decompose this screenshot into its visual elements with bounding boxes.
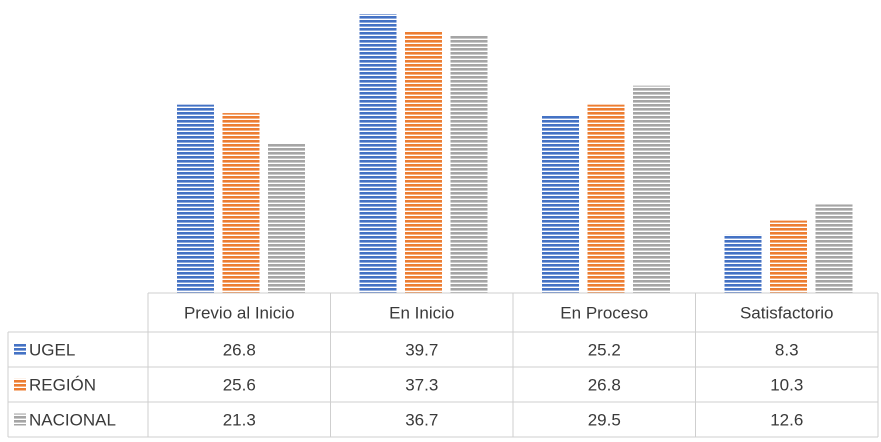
legend-label-ugel: UGEL: [29, 341, 75, 360]
legend-key-ugel: [14, 343, 26, 356]
bar-nacional-en-proceso: [633, 85, 670, 293]
bar-region-previo-al-inicio: [222, 113, 260, 293]
bar-region-satisfactorio: [770, 220, 807, 293]
category-label-previo-al-inicio: Previo al Inicio: [184, 304, 295, 323]
data-label-region-satisfactorio: 10.3: [770, 376, 803, 395]
bar-nacional-en-inicio: [450, 35, 488, 293]
data-label-ugel-previo-al-inicio: 26.8: [223, 341, 256, 360]
bars-layer: [177, 14, 853, 294]
data-label-nacional-en-proceso: 29.5: [588, 411, 621, 430]
data-label-nacional-previo-al-inicio: 21.3: [223, 411, 256, 430]
legend-label-nacional: NACIONAL: [29, 411, 116, 430]
data-table: Previo al Inicio En Inicio En Proceso Satis…: [7, 292, 879, 438]
bar-region-en-inicio: [405, 30, 442, 294]
data-label-ugel-satisfactorio: 8.3: [775, 341, 799, 360]
bar-ugel-en-inicio: [359, 14, 397, 293]
data-label-region-previo-al-inicio: 25.6: [223, 376, 256, 395]
data-label-region-en-inicio: 37.3: [405, 376, 438, 395]
data-label-ugel-en-proceso: 25.2: [588, 341, 621, 360]
bar-nacional-satisfactorio: [815, 204, 853, 293]
legend-key-region: [14, 378, 26, 391]
data-label-ugel-en-inicio: 39.7: [405, 341, 438, 360]
bar-ugel-satisfactorio: [724, 234, 762, 293]
category-label-en-proceso: En Proceso: [560, 304, 648, 323]
bar-nacional-previo-al-inicio: [268, 143, 305, 293]
data-label-nacional-satisfactorio: 12.6: [770, 411, 803, 430]
category-label-en-inicio: En Inicio: [389, 304, 454, 323]
data-label-region-en-proceso: 26.8: [588, 376, 621, 395]
bar-region-en-proceso: [587, 104, 625, 293]
legend-key-nacional: [14, 413, 26, 426]
bar-ugel-previo-al-inicio: [177, 104, 214, 293]
bar-ugel-en-proceso: [542, 115, 579, 293]
data-label-nacional-en-inicio: 36.7: [405, 411, 438, 430]
legend-label-region: REGIÓN: [29, 376, 96, 395]
category-label-satisfactorio: Satisfactorio: [740, 304, 834, 323]
